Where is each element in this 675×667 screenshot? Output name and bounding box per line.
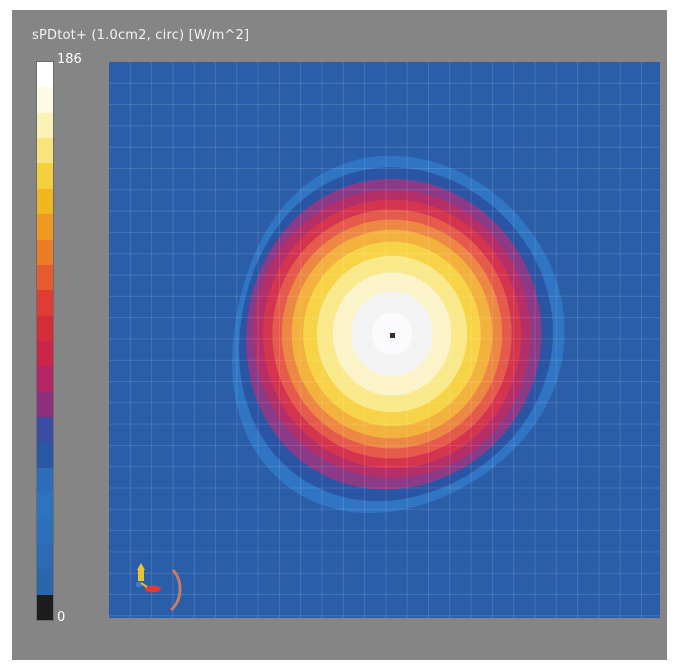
colorbar-band-0 xyxy=(37,62,53,88)
colorbar-band-15 xyxy=(37,442,53,468)
colorbar-band-21 xyxy=(37,594,53,620)
colorbar-band-6 xyxy=(37,214,53,240)
colorbar-band-9 xyxy=(37,290,53,316)
colorbar-band-12 xyxy=(37,366,53,392)
colorbar-max-label: 186 xyxy=(57,52,82,67)
colorbar-title: sPDtot+ (1.0cm2, circ) [W/m^2] xyxy=(32,28,250,43)
heatmap-svg xyxy=(109,62,660,618)
colorbar-band-3 xyxy=(37,138,53,164)
grid-lines xyxy=(109,62,660,618)
colorbar-band-13 xyxy=(37,391,53,418)
colorbar xyxy=(36,61,54,621)
colorbar-band-14 xyxy=(37,417,53,443)
colorbar-band-7 xyxy=(37,239,53,265)
colorbar-band-11 xyxy=(37,340,53,367)
colorbar-band-19 xyxy=(37,543,53,570)
colorbar-band-16 xyxy=(37,467,53,494)
axis-triad-icon xyxy=(136,563,182,612)
colorbar-band-20 xyxy=(37,569,53,595)
colorbar-band-17 xyxy=(37,493,53,519)
colorbar-band-8 xyxy=(37,264,53,291)
colorbar-band-4 xyxy=(37,163,53,189)
heatmap-plot xyxy=(109,62,660,618)
colorbar-band-5 xyxy=(37,188,53,215)
colorbar-band-10 xyxy=(37,315,53,341)
colorbar-band-1 xyxy=(37,87,53,113)
colorbar-min-label: 0 xyxy=(57,610,66,625)
colorbar-band-2 xyxy=(37,112,53,139)
colorbar-band-18 xyxy=(37,518,53,544)
peak-marker xyxy=(390,333,395,338)
